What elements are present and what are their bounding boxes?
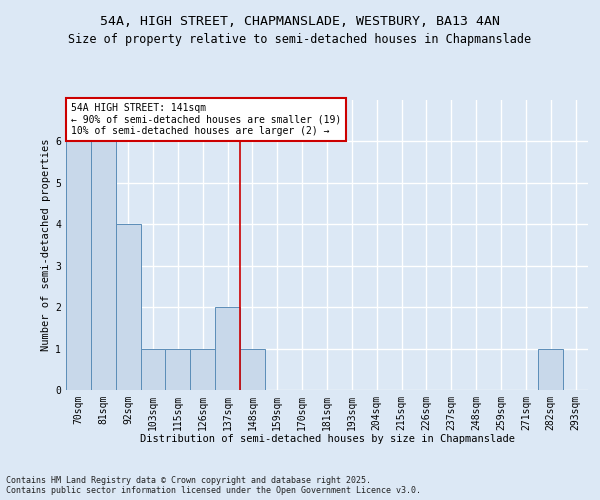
Bar [190, 348, 215, 390]
Bar [538, 348, 563, 390]
Bar [240, 348, 265, 390]
Bar [116, 224, 140, 390]
Text: 54A HIGH STREET: 141sqm
← 90% of semi-detached houses are smaller (19)
10% of se: 54A HIGH STREET: 141sqm ← 90% of semi-de… [71, 103, 341, 136]
Y-axis label: Number of semi-detached properties: Number of semi-detached properties [41, 138, 51, 352]
X-axis label: Distribution of semi-detached houses by size in Chapmanslade: Distribution of semi-detached houses by … [139, 434, 515, 444]
Bar [140, 348, 166, 390]
Bar [66, 142, 91, 390]
Bar [166, 348, 190, 390]
Bar [91, 142, 116, 390]
Bar [215, 307, 240, 390]
Text: 54A, HIGH STREET, CHAPMANSLADE, WESTBURY, BA13 4AN: 54A, HIGH STREET, CHAPMANSLADE, WESTBURY… [100, 15, 500, 28]
Text: Size of property relative to semi-detached houses in Chapmanslade: Size of property relative to semi-detach… [68, 32, 532, 46]
Text: Contains HM Land Registry data © Crown copyright and database right 2025.
Contai: Contains HM Land Registry data © Crown c… [6, 476, 421, 495]
